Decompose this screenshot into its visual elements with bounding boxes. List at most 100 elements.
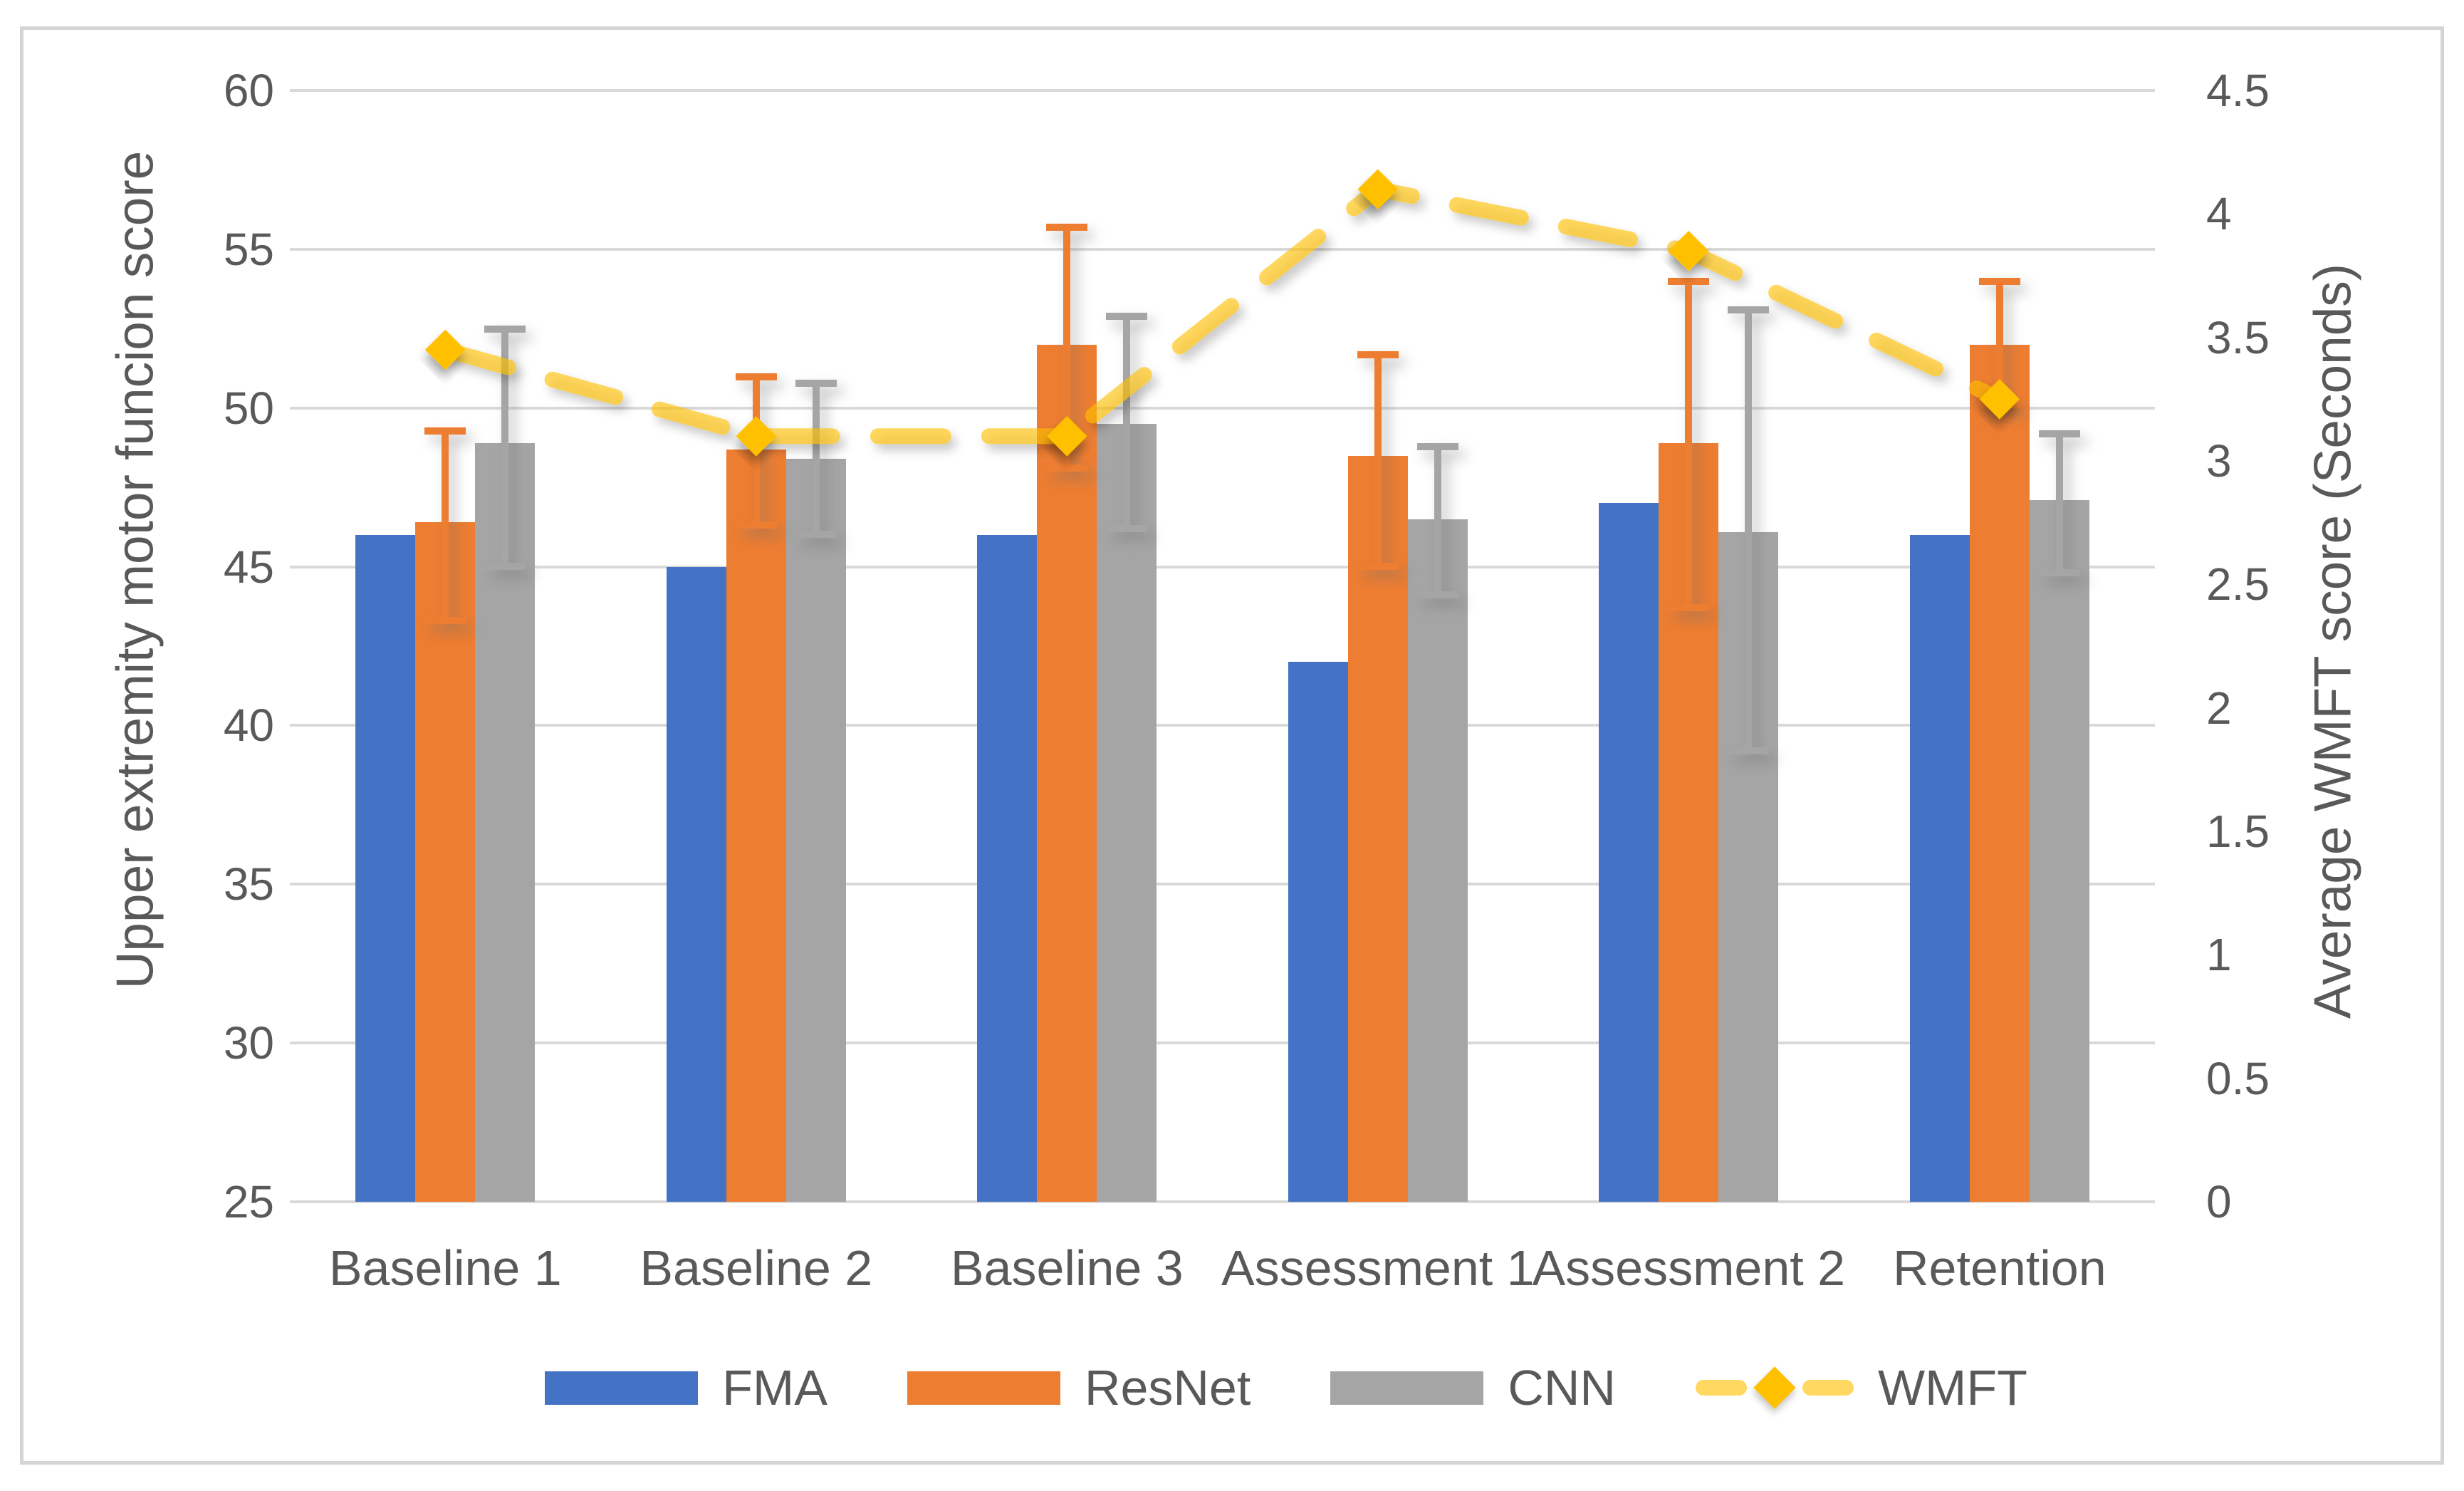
- error-bar-line: [1995, 278, 2003, 408]
- gridline: [290, 724, 2155, 727]
- bar-cnn: [785, 459, 846, 1202]
- bar-fma: [355, 535, 416, 1202]
- error-bar-cnn: [1416, 442, 1458, 599]
- wmft-diamond-marker: [736, 416, 777, 457]
- error-bar-resnet: [1046, 224, 1088, 472]
- plot-area: [290, 89, 2155, 1203]
- wmft-line-layer: [425, 169, 2020, 457]
- right-axis-tick-label: 0: [2206, 1176, 2232, 1227]
- error-bar-cap-top: [1728, 306, 1770, 314]
- category-label: Assessment 1: [1221, 1240, 1535, 1296]
- legend-dash: [1695, 1380, 1747, 1396]
- right-axis-title: Average WMFT score (Seconds): [2304, 263, 2362, 1019]
- error-bar-cnn: [2038, 430, 2080, 576]
- left-axis-tick-label: 60: [223, 65, 274, 116]
- wmft-diamond-marker: [1669, 231, 1709, 271]
- right-axis-tick-label: 2.5: [2206, 559, 2270, 611]
- error-bar-cap-top: [1978, 278, 2020, 285]
- legend-line-sample: [1695, 1366, 1854, 1409]
- error-bar-resnet: [1668, 278, 1710, 611]
- gridline: [290, 883, 2155, 886]
- legend: FMA ResNet CNN WMFT: [24, 1363, 2440, 1413]
- bar-resnet: [1037, 344, 1097, 1202]
- bar-resnet: [1347, 455, 1408, 1202]
- legend-label: ResNet: [1084, 1360, 1251, 1415]
- right-axis-tick-label: 3: [2206, 435, 2232, 487]
- bar-cnn: [1407, 519, 1468, 1202]
- error-bar-cap-bottom: [1728, 747, 1770, 754]
- error-bar-line: [1063, 224, 1071, 472]
- error-bar-cnn: [1106, 313, 1148, 532]
- bar-resnet: [415, 522, 476, 1202]
- left-axis-tick-label: 40: [223, 700, 274, 752]
- right-axis-tick-label: 1: [2206, 929, 2232, 981]
- error-bar-line: [2055, 430, 2063, 576]
- gridline: [290, 1200, 2155, 1203]
- bar-fma: [666, 566, 726, 1202]
- left-axis-tick-label: 45: [223, 541, 274, 593]
- legend-item-cnn: CNN: [1330, 1363, 1616, 1413]
- error-bar-cap-bottom: [1357, 563, 1399, 570]
- gridline: [290, 89, 2155, 92]
- error-bar-cap-bottom: [484, 562, 526, 570]
- bar-resnet: [726, 449, 786, 1202]
- legend-item-fma: FMA: [545, 1363, 828, 1413]
- legend-item-resnet: ResNet: [907, 1363, 1251, 1413]
- right-axis-tick-label: 4.5: [2206, 65, 2270, 116]
- wmft-dashed-line: [437, 180, 2008, 445]
- legend-swatch-cnn: [1330, 1371, 1484, 1405]
- error-bar-cap-top: [795, 379, 837, 387]
- left-axis-tick-label: 55: [223, 223, 274, 275]
- gridline: [290, 1041, 2155, 1045]
- error-bar-cap-top: [2038, 430, 2080, 437]
- error-bar-cap-bottom: [424, 616, 466, 624]
- error-bar-cap-bottom: [2038, 568, 2080, 576]
- gridline: [290, 406, 2155, 410]
- legend-label: CNN: [1508, 1360, 1616, 1415]
- error-bar-cap-top: [1357, 350, 1399, 358]
- error-bar-resnet: [1357, 350, 1399, 570]
- error-bar-cap-bottom: [795, 531, 837, 539]
- wmft-diamond-marker: [425, 329, 466, 370]
- error-bar-cap-top: [424, 427, 466, 435]
- error-bar-cnn: [795, 379, 837, 539]
- left-axis-tick-label: 35: [223, 858, 274, 910]
- error-bar-resnet: [424, 427, 466, 624]
- bar-resnet: [1969, 344, 2030, 1202]
- bar-fma: [1909, 535, 1970, 1202]
- bar-cnn: [1097, 424, 1157, 1202]
- legend-label: FMA: [722, 1360, 828, 1415]
- legend-item-wmft: WMFT: [1695, 1360, 2027, 1415]
- gridline: [290, 247, 2155, 251]
- right-axis-tick-label: 3.5: [2206, 311, 2270, 363]
- left-axis-tick-label: 25: [223, 1176, 274, 1227]
- category-label: Assessment 2: [1532, 1240, 1846, 1296]
- error-bar-line: [812, 379, 820, 539]
- wmft-diamond-marker: [1357, 169, 1399, 209]
- gridline: [290, 565, 2155, 568]
- right-axis-tick-label: 2: [2206, 682, 2232, 734]
- right-axis-tick-label: 0.5: [2206, 1052, 2270, 1104]
- category-label: Retention: [1892, 1240, 2107, 1296]
- wmft-diamond-marker: [1979, 379, 2020, 420]
- error-bar-line: [1434, 442, 1441, 599]
- error-bar-line: [1745, 306, 1753, 754]
- error-bar-cap-bottom: [1046, 464, 1088, 472]
- error-bar-line: [1374, 350, 1382, 570]
- bar-cnn: [2029, 500, 2089, 1202]
- right-axis-tick-label: 1.5: [2206, 806, 2270, 857]
- error-bar-cap-top: [484, 325, 526, 333]
- error-bar-cnn: [484, 325, 526, 570]
- bar-fma: [977, 535, 1038, 1202]
- error-bar-cap-top: [1668, 278, 1710, 285]
- bar-fma: [1288, 662, 1348, 1202]
- error-bar-line: [501, 325, 509, 570]
- legend-swatch-fma: [545, 1371, 699, 1405]
- error-bar-line: [1685, 278, 1693, 611]
- error-bar-cap-top: [735, 373, 777, 380]
- category-label: Baseline 3: [950, 1240, 1184, 1296]
- error-bar-cap-top: [1416, 442, 1458, 450]
- error-bar-cap-bottom: [1106, 524, 1148, 532]
- legend-label: WMFT: [1877, 1360, 2027, 1415]
- error-bar-cnn: [1728, 306, 1770, 754]
